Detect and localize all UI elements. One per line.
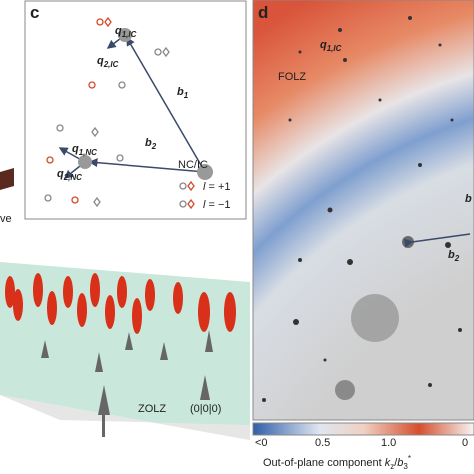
q1-ic: q1,IC <box>115 25 137 39</box>
legend-title: NC/IC <box>178 159 208 171</box>
q1-ic: q1,IC <box>320 39 342 53</box>
panel-c: c q1,IC q2,IC b1 b2 q1,NC q2,NC NC/IC l … <box>24 0 247 220</box>
legend-entry: l = +1 <box>203 181 231 193</box>
fragment-text: ve <box>0 213 12 225</box>
q1-nc: q1,NC <box>72 143 97 157</box>
q2-nc: q2,NC <box>57 168 82 182</box>
q2-ic: q2,IC <box>97 55 119 69</box>
panel-label: d <box>258 3 268 22</box>
lattice-illustration: ZOLZ (0|0|0) <box>0 262 250 440</box>
colorbar-tick: 1.0 <box>381 437 396 449</box>
zolz-label: ZOLZ <box>138 403 166 415</box>
legend-entry: l = −1 <box>203 199 231 211</box>
colorbar-tick: 0 <box>462 437 468 449</box>
folz-label: FOLZ <box>278 71 306 83</box>
index-label: (0|0|0) <box>190 403 221 415</box>
b2: b2 <box>448 249 460 263</box>
colorbar-title: Out-of-plane component kz/b3* <box>263 454 411 471</box>
panel-d: d q1,IC FOLZ b2 b <0 0.5 1.0 0 Out-of-pl… <box>252 0 474 471</box>
colorbar-tick: <0 <box>255 437 268 449</box>
diffraction-image <box>252 0 474 421</box>
b-partial: b <box>465 193 472 205</box>
colorbar-tick: 0.5 <box>315 437 330 449</box>
panel-label: c <box>30 3 39 22</box>
panel-b-fragment: ve <box>0 168 14 225</box>
colorbar <box>252 422 474 436</box>
b2: b2 <box>145 137 157 151</box>
b1: b1 <box>177 86 189 100</box>
panel-frame <box>24 0 247 220</box>
